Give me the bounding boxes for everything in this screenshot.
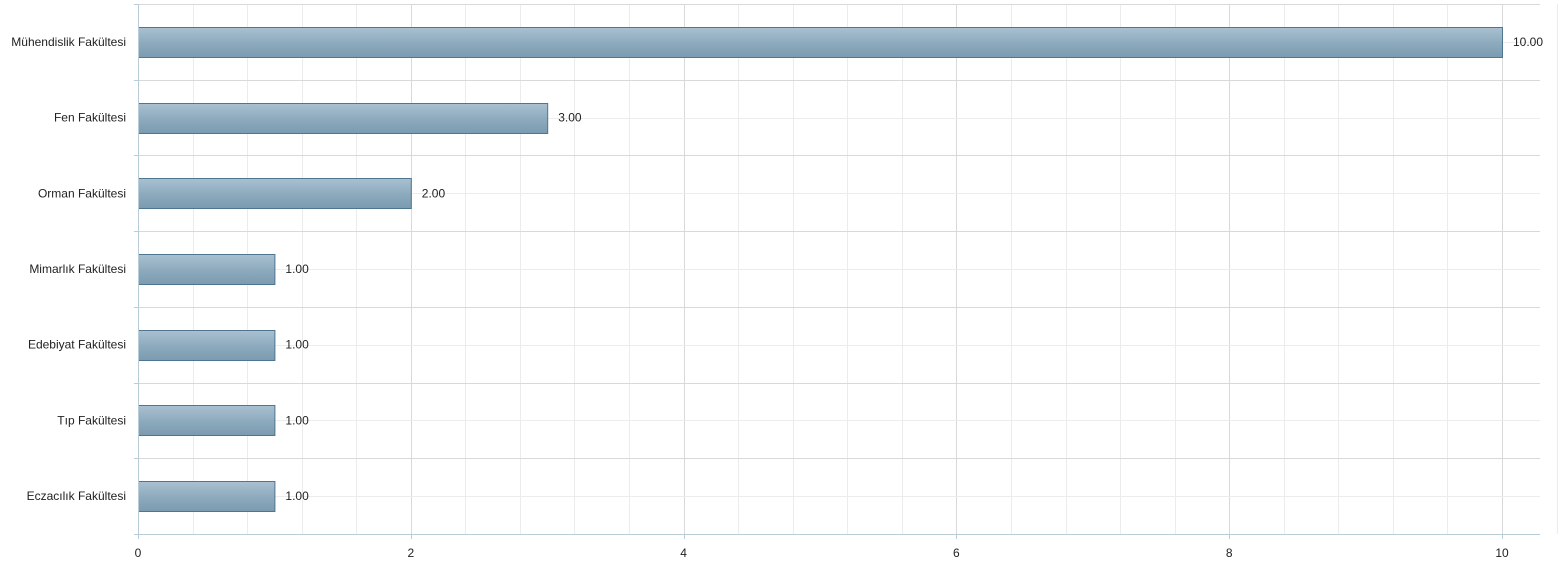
- value-label-0: 10.00: [1513, 35, 1543, 49]
- category-label-0: Mühendislik Fakültesi: [11, 35, 126, 49]
- bar-3: [138, 254, 276, 285]
- value-label-6: 1.00: [285, 489, 309, 503]
- grid-lines: [138, 4, 1558, 535]
- bar-0: [138, 27, 1503, 58]
- value-label-4: 1.00: [285, 338, 309, 352]
- x-tick-label-0: 0: [135, 546, 142, 560]
- category-label-1: Fen Fakültesi: [54, 111, 126, 125]
- value-label-5: 1.00: [285, 413, 309, 427]
- x-tick-label-5: 10: [1495, 546, 1509, 560]
- bar-1: [138, 103, 549, 134]
- x-tick-label-4: 8: [1226, 546, 1233, 560]
- category-label-3: Mimarlık Fakültesi: [29, 262, 126, 276]
- value-label-1: 3.00: [558, 111, 582, 125]
- category-label-4: Edebiyat Fakültesi: [28, 338, 126, 352]
- axes: [134, 4, 1540, 539]
- x-tick-label-1: 2: [407, 546, 414, 560]
- bar-4: [138, 330, 276, 361]
- bars: [138, 27, 1503, 512]
- category-label-5: Tıp Fakültesi: [57, 413, 126, 427]
- bar-5: [138, 405, 276, 436]
- value-label-3: 1.00: [285, 262, 309, 276]
- labels: Mühendislik Fakültesi 10.00 Fen Fakültesi 3…: [11, 35, 1543, 560]
- x-tick-label-2: 4: [680, 546, 687, 560]
- category-label-6: Eczacılık Fakültesi: [27, 489, 126, 503]
- bar-6: [138, 481, 276, 512]
- category-label-2: Orman Fakültesi: [38, 186, 126, 200]
- value-label-2: 2.00: [422, 186, 446, 200]
- bar-2: [138, 178, 412, 209]
- x-tick-label-3: 6: [953, 546, 960, 560]
